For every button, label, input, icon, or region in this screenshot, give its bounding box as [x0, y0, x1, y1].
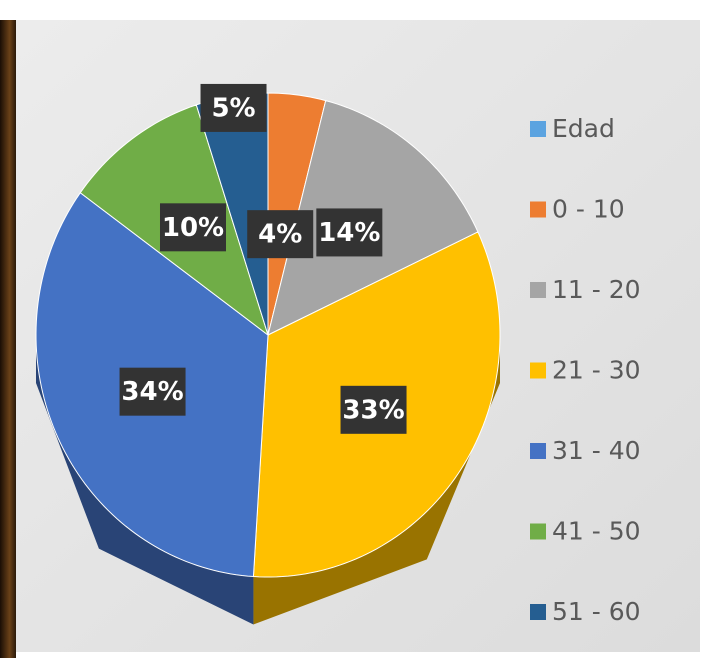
data-label: 5%: [211, 93, 255, 123]
data-label: 14%: [318, 218, 380, 248]
data-label: 33%: [342, 395, 404, 425]
legend-swatch: [530, 201, 546, 218]
legend: Edad 0 - 10 11 - 20 21 - 30 31 - 40 41 - 50 51…: [530, 114, 641, 626]
data-label-box: [316, 208, 383, 257]
legend-label: 41 - 50: [552, 517, 641, 546]
data-label: 4%: [258, 220, 302, 250]
legend-swatch: [530, 604, 546, 620]
legend-swatch: [530, 443, 546, 459]
slice-side: [253, 335, 500, 625]
legend-label: 31 - 40: [552, 436, 641, 465]
data-label: 10%: [162, 213, 224, 243]
legend-swatch: [530, 362, 546, 379]
data-label-box: [200, 83, 267, 132]
data-label-box: [119, 367, 186, 416]
slice-side: [36, 335, 254, 625]
plot: 4% 14% 33% 34% 10% 5%: [35, 83, 501, 625]
legend-swatch: [530, 282, 546, 298]
data-label-box: [340, 385, 407, 434]
legend-label: 51 - 60: [552, 597, 641, 626]
legend-label: 21 - 30: [552, 356, 641, 385]
legend-label: 0 - 10: [552, 195, 625, 224]
data-label-box: [159, 203, 226, 252]
frame-edge: [0, 20, 16, 658]
data-label: 34%: [121, 377, 183, 407]
legend-swatch: [530, 523, 546, 540]
legend-swatch: [530, 121, 546, 137]
data-label-box: [247, 210, 314, 259]
legend-label: Edad: [552, 114, 615, 143]
legend-label: 11 - 20: [552, 275, 641, 304]
